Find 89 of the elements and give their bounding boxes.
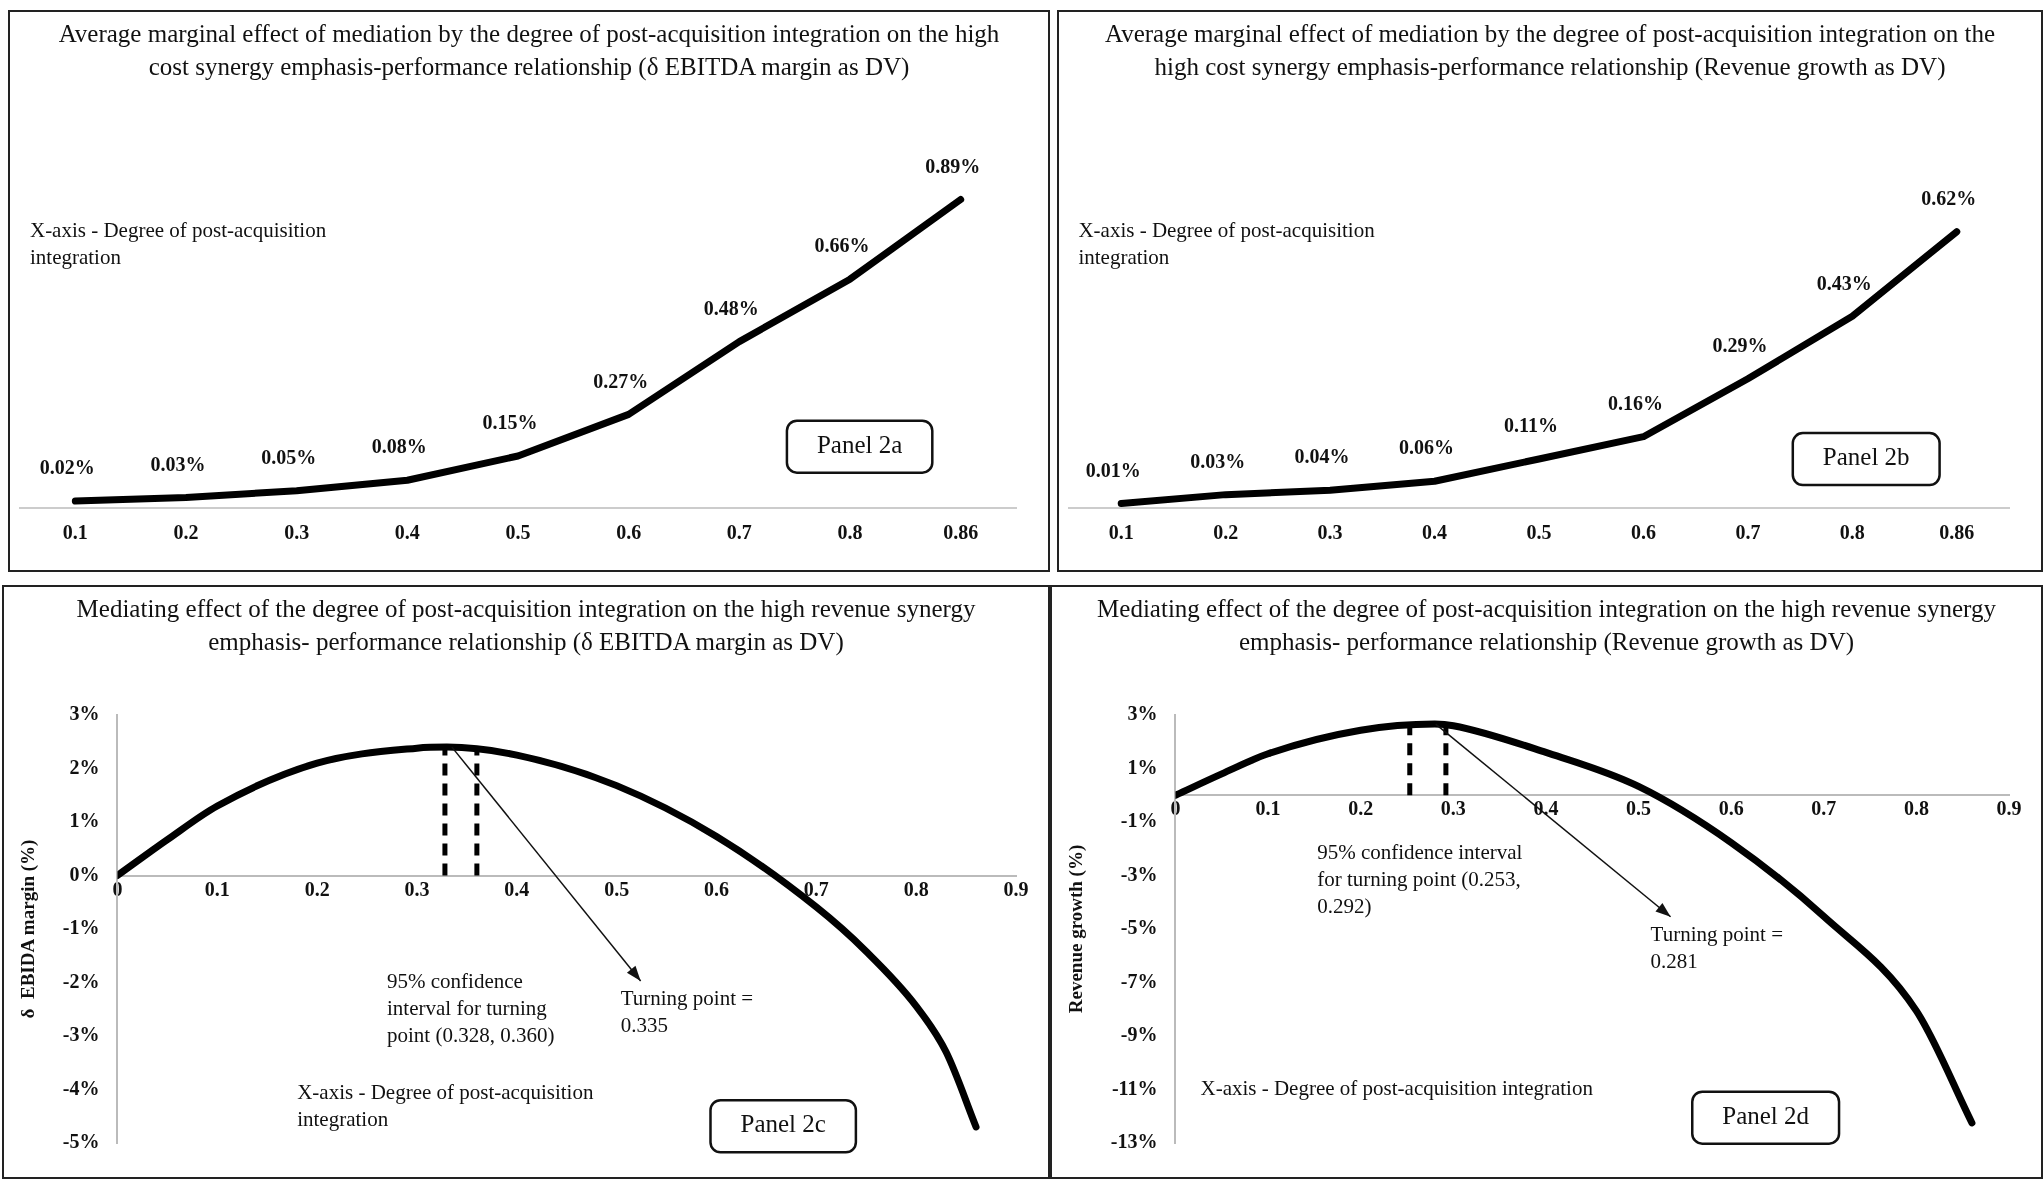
y-tick-label: 0% [69, 862, 100, 885]
annotation: Panel 2d [1722, 1101, 1810, 1129]
data-label: 0.06% [1399, 436, 1455, 459]
x-tick-label: 0.4 [394, 521, 420, 544]
x-tick-label: 0.6 [1718, 797, 1744, 820]
x-tick-label: 0.5 [604, 877, 630, 900]
x-tick-label: 0.1 [204, 877, 230, 900]
data-label: 0.43% [1816, 271, 1872, 294]
x-tick-label: 0.6 [616, 521, 642, 544]
y-tick-label: -5% [1120, 916, 1158, 939]
x-tick-label: 0.7 [1811, 797, 1837, 820]
x-tick-label: 0.8 [1903, 797, 1929, 820]
data-label: 0.15% [482, 411, 538, 434]
y-tick-label: -5% [62, 1130, 100, 1153]
data-label: 0.16% [1607, 391, 1663, 414]
y-tick-label: -1% [1120, 809, 1158, 832]
annotation: Panel 2b [1822, 443, 1910, 471]
data-label: 0.01% [1085, 458, 1141, 481]
annotation: Turning point = 0.335 [620, 985, 754, 1037]
x-tick-label: 0.4 [504, 877, 530, 900]
data-label: 0.03% [150, 452, 206, 475]
x-tick-label: 0.2 [1213, 521, 1239, 544]
chart-title: Average marginal effect of mediation by the degree of post-acquisition integration on the high cost synergy emphasis-performance relationship (δ EBITDA margin as DV) [57, 19, 1001, 83]
chart-title: Average marginal effect of mediation by the degree of post-acquisition integration on the high cost synergy emphasis-performance relationship (Revenue growth as DV) [1104, 19, 1996, 83]
data-label: 0.11% [1504, 414, 1558, 437]
x-tick-label: 0.7 [1735, 521, 1761, 544]
y-tick-label: -1% [62, 916, 100, 939]
data-label: 0.08% [371, 435, 427, 458]
data-label: 0.29% [1712, 333, 1768, 356]
x-tick-label: 0.2 [304, 877, 330, 900]
x-tick-label: 0.8 [1839, 521, 1865, 544]
y-axis-title: Revenue growth (%) [1065, 844, 1088, 1014]
data-label: 0.27% [593, 369, 649, 392]
x-tick-label: 0.3 [1317, 521, 1343, 544]
chart-title: Mediating effect of the degree of post-acquisition integration on the high revenue synergy emphasis- performance relationship (Revenue growth as DV) [1096, 594, 1997, 658]
x-tick-label: 0.86 [1939, 521, 1975, 544]
x-tick-label: 0.5 [505, 521, 531, 544]
data-label: 0.48% [703, 296, 759, 319]
y-tick-label: 3% [69, 702, 100, 725]
x-tick-label: 0.2 [173, 521, 199, 544]
x-tick-label: 0.9 [1003, 877, 1029, 900]
x-tick-label: 0.1 [62, 521, 88, 544]
chart-title: Mediating effect of the degree of post-acquisition integration on the high revenue synergy emphasis- performance relationship (δ EBITDA margin as DV) [75, 594, 977, 658]
annotation: Panel 2a [816, 430, 903, 458]
annotation: 95% confidence interval for turning point (0.328, 0.360) [387, 968, 555, 1047]
data-label: 0.03% [1190, 449, 1246, 472]
y-tick-label: -4% [62, 1076, 100, 1099]
y-tick-label: 2% [69, 755, 100, 778]
annotation: Turning point = 0.281 [1650, 921, 1784, 973]
x-tick-label: 0.5 [1526, 521, 1552, 544]
x-tick-label: 0.3 [284, 521, 310, 544]
x-axis-title: X-axis - Degree of post-acquisition integration [29, 217, 327, 269]
x-tick-label: 0.7 [726, 521, 752, 544]
data-label: 0.89% [925, 154, 981, 177]
y-tick-label: -3% [1120, 862, 1158, 885]
x-tick-label: 0.1 [1108, 521, 1134, 544]
data-label: 0.05% [261, 445, 317, 468]
x-tick-label: 0.7 [803, 877, 829, 900]
y-tick-label: -9% [1120, 1023, 1158, 1046]
y-axis-title: δ EBIDA margin (%) [17, 839, 40, 1019]
x-tick-label: 0.3 [404, 877, 430, 900]
x-tick-label: 0.9 [1996, 797, 2022, 820]
data-label: 0.62% [1921, 186, 1977, 209]
x-axis-title: X-axis - Degree of post-acquisition integration [297, 1080, 594, 1132]
x-tick-label: 0.3 [1440, 797, 1466, 820]
y-tick-label: -13% [1110, 1130, 1158, 1153]
x-tick-label: 0.6 [703, 877, 729, 900]
data-label: 0.04% [1294, 445, 1350, 468]
x-axis-title: X-axis - Degree of post-acquisition integration [1200, 1075, 1594, 1100]
y-tick-label: 1% [1127, 755, 1158, 778]
y-tick-label: -3% [62, 1023, 100, 1046]
x-tick-label: 0.8 [903, 877, 929, 900]
x-tick-label: 0.1 [1255, 797, 1281, 820]
y-tick-label: 3% [1127, 702, 1158, 725]
y-tick-label: -2% [62, 969, 100, 992]
x-tick-label: 0.86 [943, 521, 979, 544]
x-tick-label: 0.5 [1626, 797, 1652, 820]
annotation: 95% confidence interval for turning point (0.253, 0.292) [1317, 840, 1523, 919]
annotation: Panel 2c [740, 1110, 826, 1138]
x-tick-label: 0.8 [837, 521, 863, 544]
data-label: 0.02% [39, 456, 95, 479]
y-tick-label: 1% [69, 809, 100, 832]
x-tick-label: 0.4 [1422, 521, 1448, 544]
x-axis-title: X-axis - Degree of post-acquisition integration [1078, 217, 1376, 269]
x-tick-label: 0.2 [1348, 797, 1374, 820]
data-label: 0.66% [814, 234, 870, 257]
y-tick-label: -7% [1120, 969, 1158, 992]
x-tick-label: 0.6 [1630, 521, 1656, 544]
y-tick-label: -11% [1111, 1076, 1158, 1099]
